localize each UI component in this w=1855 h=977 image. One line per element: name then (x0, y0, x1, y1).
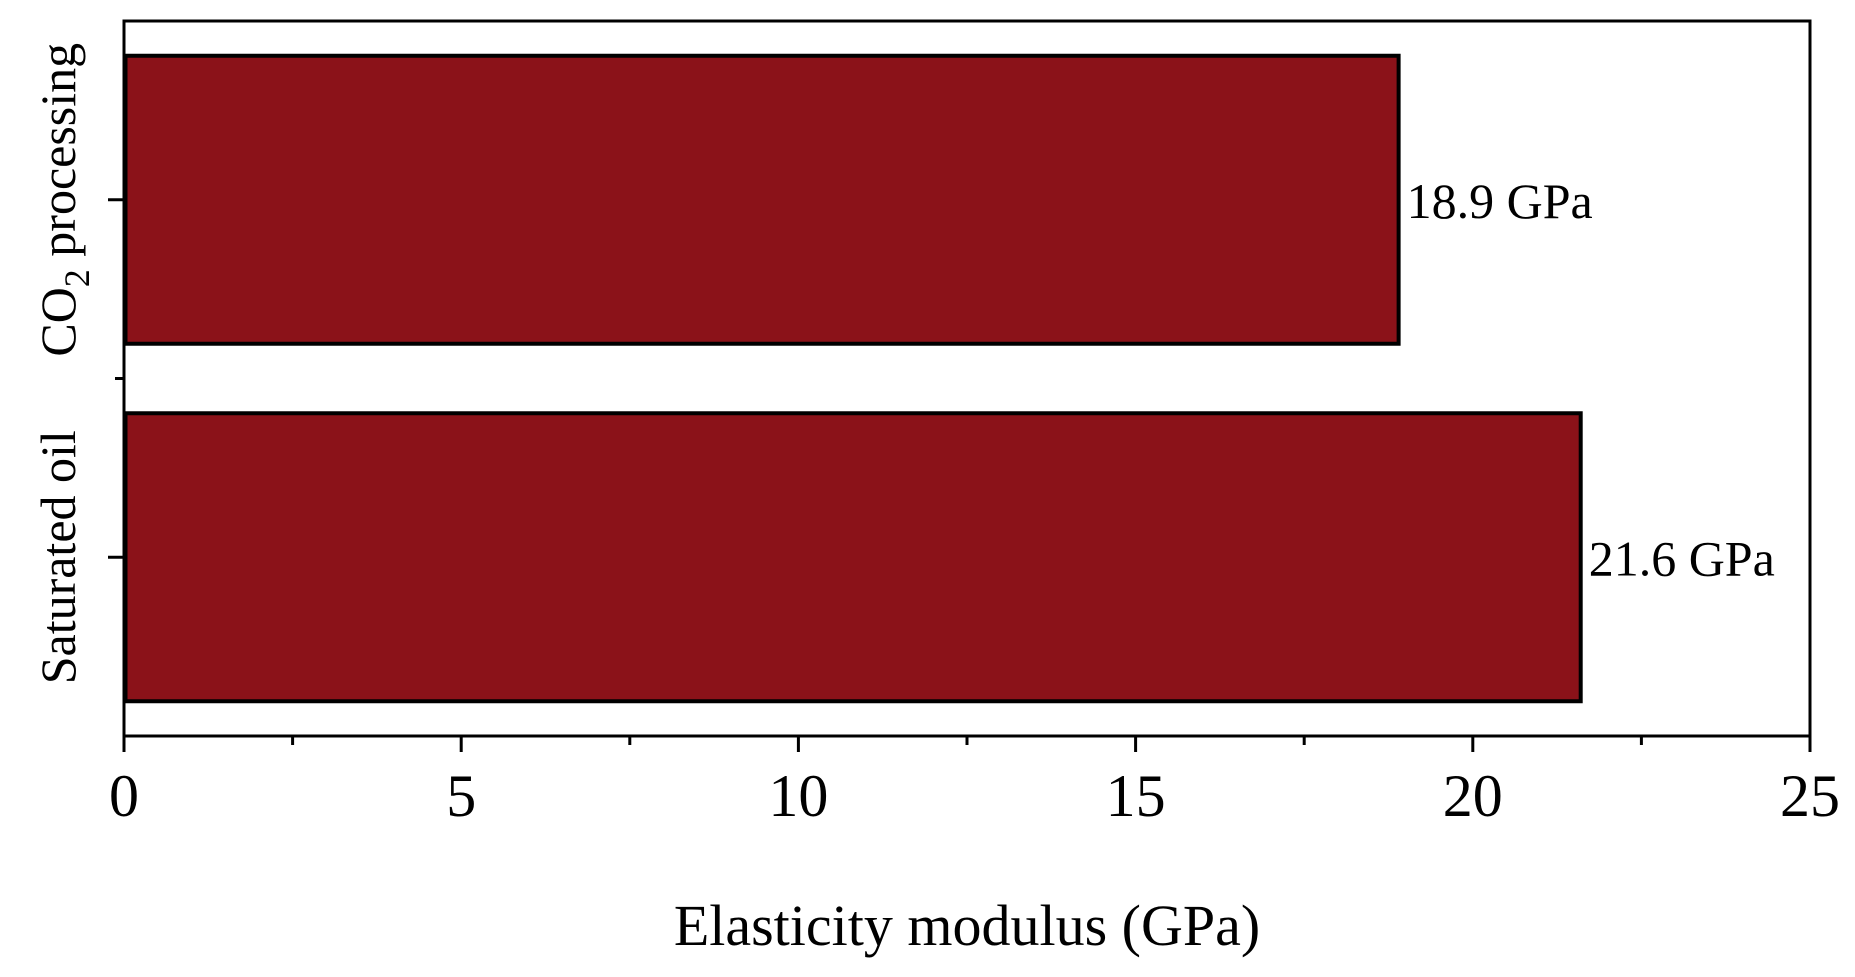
bar (123, 411, 1583, 704)
x-axis-title: Elasticity modulus (GPa) (674, 893, 1260, 958)
data-label: 18.9 GPa (1407, 173, 1593, 229)
x-tick-label: 25 (1780, 763, 1840, 829)
bar (123, 53, 1401, 346)
data-label: 21.6 GPa (1589, 530, 1775, 586)
x-tick-label: 10 (768, 763, 828, 829)
x-tick-label: 0 (109, 763, 139, 829)
x-tick-label: 5 (446, 763, 476, 829)
x-tick-label: 20 (1443, 763, 1503, 829)
x-tick-label: 15 (1106, 763, 1166, 829)
category-label: Saturated oil (30, 430, 86, 684)
category-label: CO2 processing (30, 43, 97, 357)
